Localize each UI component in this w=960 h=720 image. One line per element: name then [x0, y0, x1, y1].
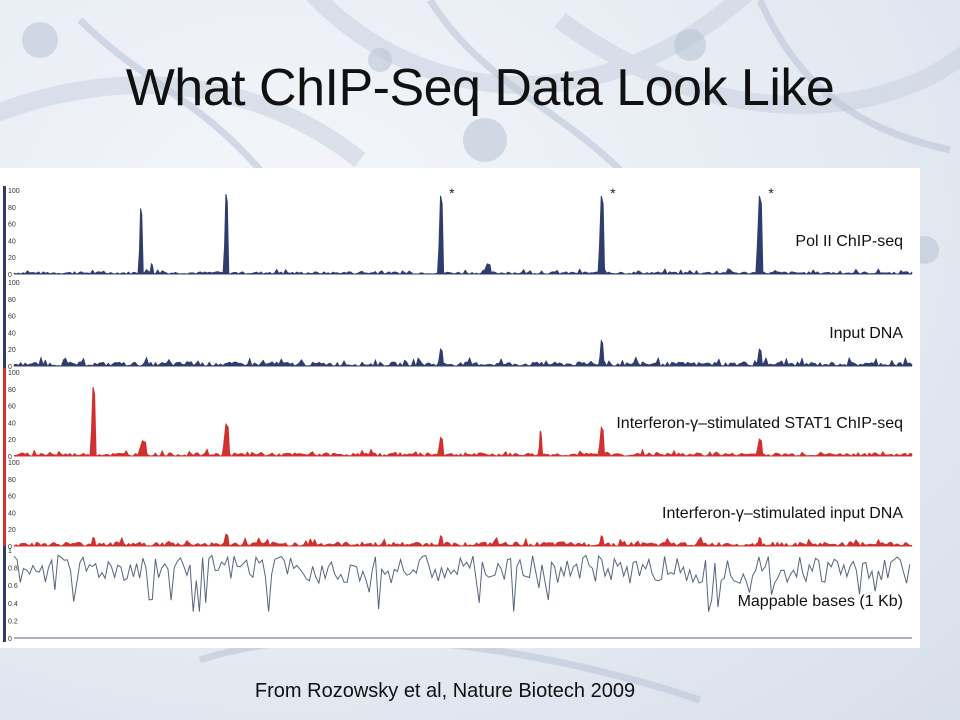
y-tick-label: 100 [8, 188, 20, 195]
track-label: Input DNA [829, 325, 903, 342]
track-label: Mappable bases (1 Kb) [738, 593, 903, 610]
y-tick-label: 60 [8, 222, 16, 229]
y-tick-label: 20 [8, 437, 16, 444]
peak-asterisk: * [449, 185, 455, 201]
y-tick-label: 0 [8, 636, 12, 643]
y-tick-label: 100 [8, 370, 20, 377]
signal-peak [89, 536, 97, 547]
signal-peak [89, 387, 97, 457]
y-tick-label: 40 [8, 420, 16, 427]
track-axis-bar [3, 458, 6, 550]
y-tick-label: 80 [8, 387, 16, 394]
track-1: 100 80 60 40 20 0 * * * Pol II ChIP-seq [3, 185, 913, 279]
signal-peak [482, 263, 493, 275]
track-axis-bar [3, 368, 6, 460]
y-tick-label: 80 [8, 297, 16, 304]
signal-peak [222, 194, 230, 275]
peak-asterisk: * [610, 185, 616, 201]
y-tick-label: 0 [8, 272, 12, 279]
track-baseline-signal [13, 448, 913, 457]
y-tick-label: 20 [8, 347, 16, 354]
signal-peak [137, 440, 148, 457]
y-tick-label: 0.4 [8, 601, 18, 608]
track-label: Pol II ChIP-seq [795, 233, 903, 250]
y-tick-label: 60 [8, 494, 16, 501]
track-baseline-signal [13, 267, 913, 275]
y-tick-label: 40 [8, 238, 16, 245]
signal-peak [597, 535, 605, 547]
slide-title: What ChIP-Seq Data Look Like [125, 59, 835, 117]
signal-peak [755, 536, 763, 547]
track-4: 100 80 60 40 20 0 Interferon-γ–stimulated inpu… [3, 458, 913, 551]
y-tick-label: 80 [8, 477, 16, 484]
signal-peak [755, 438, 764, 457]
peak-asterisk: * [768, 185, 774, 201]
y-tick-label: 40 [8, 510, 16, 517]
track-baseline-signal [13, 356, 913, 367]
y-tick-label: 0.8 [8, 566, 18, 573]
y-tick-label: 100 [8, 460, 20, 467]
y-tick-label: 0 [8, 544, 12, 551]
signal-peak [436, 436, 445, 457]
track-2: 100 80 60 40 20 0 Input DNA [3, 278, 913, 371]
signal-peak [755, 195, 764, 275]
y-tick-label: 20 [8, 255, 16, 262]
signal-peak [436, 348, 445, 367]
y-tick-label: 0.2 [8, 618, 18, 625]
signal-peak [137, 208, 144, 275]
y-tick-label: 80 [8, 205, 16, 212]
y-tick-label: 1 [8, 548, 12, 555]
track-axis-bar [3, 546, 6, 642]
track-axis-bar [3, 186, 6, 278]
track-baseline-signal [13, 536, 913, 547]
track-5: 1 0.8 0.6 0.4 0.2 0 Mappable bases (1 Kb) [3, 546, 912, 643]
signal-peak [436, 195, 445, 275]
y-tick-label: 0 [8, 364, 12, 371]
mappability-series-line [13, 554, 911, 612]
signal-peak [221, 422, 231, 457]
signal-peak [597, 195, 606, 275]
y-tick-label: 40 [8, 330, 16, 337]
track-3: 100 80 60 40 20 0 Interferon-γ–stimulated STAT… [3, 368, 913, 461]
signal-peak [436, 535, 444, 547]
y-tick-label: 0.6 [8, 583, 18, 590]
y-tick-label: 0 [8, 454, 12, 461]
signal-peak [537, 430, 544, 457]
y-tick-label: 60 [8, 404, 16, 411]
y-tick-label: 60 [8, 314, 16, 321]
y-tick-label: 20 [8, 527, 16, 534]
track-label: Interferon-γ–stimulated STAT1 ChIP-seq [616, 415, 903, 432]
signal-peak [221, 533, 230, 547]
signal-peak [148, 262, 155, 275]
track-label: Interferon-γ–stimulated input DNA [662, 505, 903, 522]
figure-caption: From Rozowsky et al, Nature Biotech 2009 [254, 680, 636, 702]
track-axis-bar [3, 278, 6, 370]
signal-peak [597, 425, 606, 457]
y-tick-label: 100 [8, 280, 20, 287]
signal-peak [597, 339, 605, 367]
signal-peak [755, 348, 763, 367]
chip-seq-figure: 100 80 60 40 20 0 * * * Pol II ChIP-seq 100 80 60 40 2… [0, 168, 920, 648]
